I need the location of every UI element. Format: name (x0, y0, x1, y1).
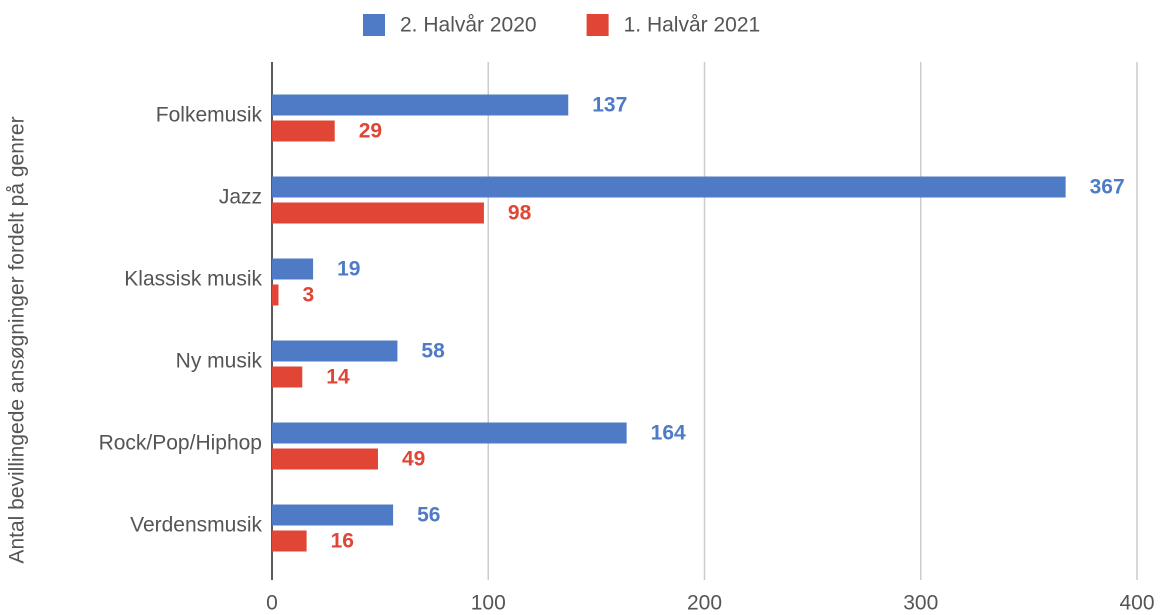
bar (272, 366, 303, 388)
x-tick-label: 400 (1119, 592, 1154, 615)
legend-swatch (363, 14, 385, 36)
x-tick-label: 300 (903, 592, 938, 615)
x-tick-label: 200 (687, 592, 722, 615)
bar (272, 94, 569, 116)
bar (272, 340, 398, 362)
data-label: 16 (331, 530, 354, 553)
legend-label: 1. Halvår 2021 (624, 14, 761, 37)
x-tick-label: 100 (471, 592, 506, 615)
y-tick-label: Verdensmusik (130, 514, 262, 537)
data-label: 367 (1090, 176, 1125, 199)
data-label: 164 (651, 422, 686, 445)
bar (272, 504, 394, 526)
data-label: 137 (592, 94, 627, 117)
data-label: 29 (359, 120, 382, 143)
bar (272, 422, 627, 444)
y-tick-label: Rock/Pop/Hiphop (99, 432, 262, 455)
y-tick-label: Folkemusik (156, 104, 263, 127)
data-label: 19 (337, 258, 360, 281)
x-tick-label: 0 (266, 592, 278, 615)
data-label: 58 (421, 340, 445, 363)
bar (272, 448, 378, 470)
data-label: 3 (302, 284, 314, 307)
bar (272, 202, 484, 224)
data-label: 56 (417, 504, 440, 527)
y-tick-label: Ny musik (176, 350, 263, 373)
y-tick-label: Klassisk musik (124, 268, 262, 291)
bar (272, 530, 307, 552)
data-label: 98 (508, 202, 532, 225)
data-label: 49 (402, 448, 425, 471)
bar (272, 258, 314, 280)
legend-label: 2. Halvår 2020 (400, 14, 537, 37)
legend-swatch (586, 14, 609, 36)
bar (272, 284, 279, 306)
y-tick-label: Jazz (219, 186, 262, 209)
bar (272, 176, 1066, 198)
data-label: 14 (326, 366, 350, 389)
bar (272, 120, 335, 142)
y-axis-title: Antal bevillingede ansøgninger fordelt p… (6, 116, 29, 563)
